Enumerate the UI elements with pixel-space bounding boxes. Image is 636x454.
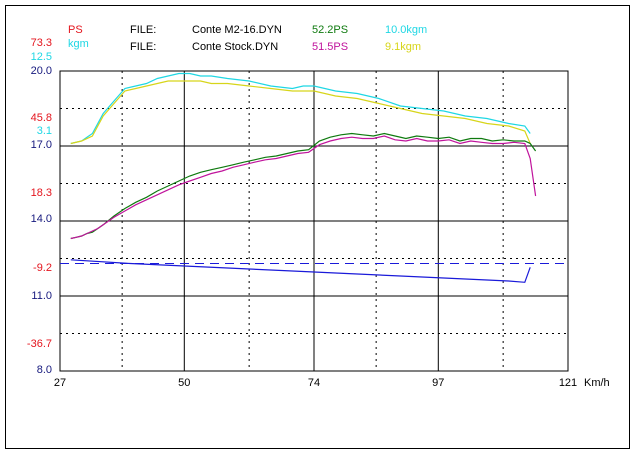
left-axis-label: 18.3 xyxy=(31,187,52,199)
x-tick-label: 74 xyxy=(308,377,320,389)
left-axis-label: 14.0 xyxy=(31,213,52,225)
left-axis-label: 20.0 xyxy=(31,65,52,77)
file2-name: Conte Stock.DYN xyxy=(192,41,279,53)
series-line-2 xyxy=(70,132,537,240)
chart-frame xyxy=(5,5,630,449)
file2-kgm-value: 9.1kgm xyxy=(385,41,422,53)
x-tick-label: 121 xyxy=(559,377,577,389)
x-tick-label: 50 xyxy=(178,377,190,389)
left-axis-label: 73.3 xyxy=(31,37,52,49)
file1-name: Conte M2-16.DYN xyxy=(192,24,282,36)
file-label-2: FILE: xyxy=(130,41,157,53)
series-line-3 xyxy=(70,135,537,240)
left-axis-label: -36.7 xyxy=(27,338,52,350)
series-line-1 xyxy=(70,80,531,145)
left-axis-label: 11.0 xyxy=(31,290,52,302)
series-line-4 xyxy=(70,259,531,283)
kgm-label: kgm xyxy=(68,38,89,50)
x-tick-label: 27 xyxy=(54,377,66,389)
left-axis-label: 12.5 xyxy=(31,51,52,63)
left-axis-label: 3.1 xyxy=(37,125,52,137)
left-axis-label: -9.2 xyxy=(33,262,52,274)
x-axis-label: Km/h xyxy=(584,377,610,389)
file1-kgm-value: 10.0kgm xyxy=(385,24,428,36)
left-axis-label: 17.0 xyxy=(31,139,52,151)
x-tick-label: 97 xyxy=(432,377,444,389)
file2-ps-value: 51.5PS xyxy=(312,41,349,53)
file1-ps-value: 52.2PS xyxy=(312,24,349,36)
left-axis-label: 45.8 xyxy=(31,112,52,124)
series-line-0 xyxy=(70,72,531,145)
ps-label: PS xyxy=(68,24,83,36)
file-label-1: FILE: xyxy=(130,24,157,36)
left-axis-label: 8.0 xyxy=(37,364,52,376)
